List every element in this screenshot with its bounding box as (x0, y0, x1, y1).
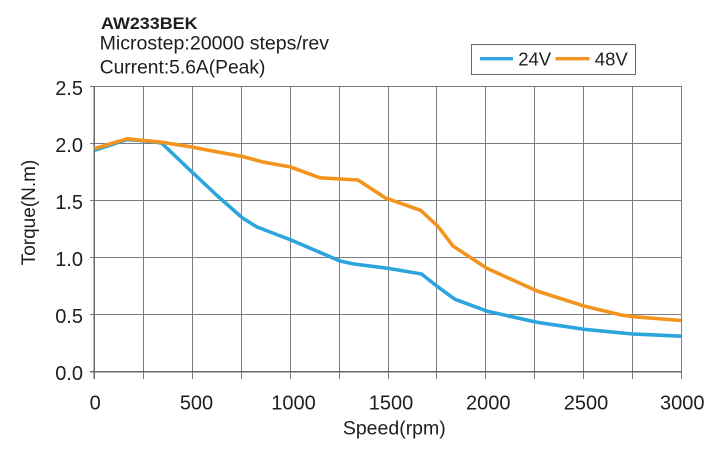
svg-text:2.5: 2.5 (55, 78, 83, 100)
svg-text:0.5: 0.5 (55, 306, 83, 328)
svg-text:3000: 3000 (660, 393, 705, 415)
svg-text:1500: 1500 (369, 393, 414, 415)
svg-text:Speed(rpm): Speed(rpm) (343, 418, 446, 440)
svg-text:1.0: 1.0 (55, 249, 83, 271)
svg-text:Microstep:20000 steps/rev: Microstep:20000 steps/rev (100, 32, 330, 54)
svg-text:500: 500 (180, 393, 213, 415)
svg-text:2000: 2000 (466, 393, 511, 415)
svg-text:2.0: 2.0 (55, 135, 83, 157)
svg-text:0: 0 (90, 393, 101, 415)
svg-text:0.0: 0.0 (55, 363, 83, 385)
svg-text:Current:5.6A(Peak): Current:5.6A(Peak) (100, 57, 266, 79)
svg-text:2500: 2500 (564, 393, 609, 415)
svg-text:48V: 48V (595, 48, 629, 69)
svg-text:AW233BEK: AW233BEK (101, 14, 198, 33)
svg-text:Torque(N.m): Torque(N.m) (19, 160, 40, 266)
svg-text:1.5: 1.5 (55, 192, 83, 214)
svg-text:24V: 24V (518, 48, 552, 69)
svg-text:1000: 1000 (271, 393, 316, 415)
